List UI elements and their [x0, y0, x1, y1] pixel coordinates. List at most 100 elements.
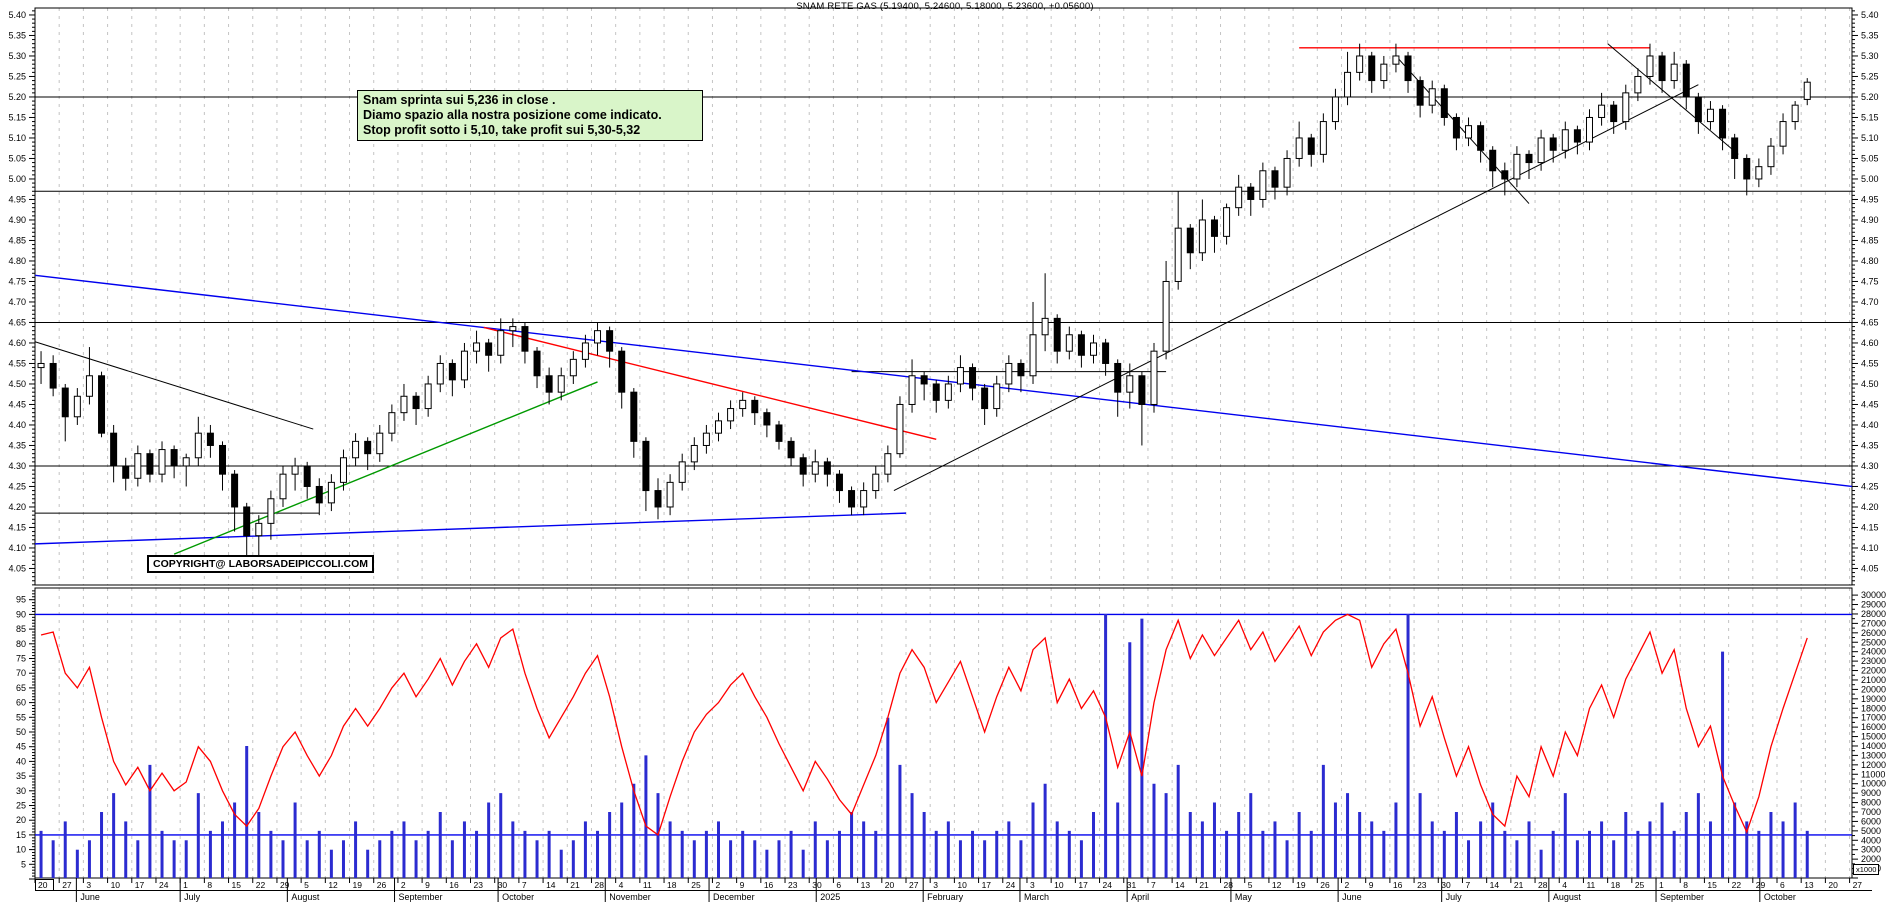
svg-text:2025: 2025: [820, 892, 840, 902]
svg-text:30: 30: [812, 880, 822, 890]
svg-text:20: 20: [885, 880, 895, 890]
svg-text:7: 7: [1151, 880, 1156, 890]
svg-text:30: 30: [498, 880, 508, 890]
svg-text:7000: 7000: [1861, 807, 1881, 817]
svg-text:4.80: 4.80: [1861, 256, 1879, 266]
svg-text:5.05: 5.05: [8, 153, 26, 163]
svg-text:14: 14: [546, 880, 556, 890]
svg-text:26: 26: [377, 880, 387, 890]
svg-text:30: 30: [16, 786, 26, 796]
svg-text:10: 10: [111, 880, 121, 890]
svg-text:28: 28: [594, 880, 604, 890]
svg-text:4.70: 4.70: [1861, 297, 1879, 307]
svg-text:1: 1: [1659, 880, 1664, 890]
svg-text:20: 20: [16, 815, 26, 825]
svg-text:23: 23: [788, 880, 798, 890]
svg-text:21: 21: [570, 880, 580, 890]
svg-text:4.50: 4.50: [8, 379, 26, 389]
svg-text:15: 15: [232, 880, 242, 890]
svg-text:27: 27: [909, 880, 919, 890]
svg-text:3: 3: [933, 880, 938, 890]
svg-text:4.45: 4.45: [1861, 399, 1879, 409]
svg-text:29: 29: [1756, 880, 1766, 890]
svg-text:4.05: 4.05: [1861, 563, 1879, 573]
svg-text:5.40: 5.40: [8, 10, 26, 20]
svg-text:29: 29: [280, 880, 290, 890]
svg-text:5: 5: [304, 880, 309, 890]
svg-text:13: 13: [861, 880, 871, 890]
svg-text:20: 20: [1828, 880, 1838, 890]
svg-text:10: 10: [1054, 880, 1064, 890]
svg-text:5.40: 5.40: [1861, 10, 1879, 20]
svg-text:11: 11: [1586, 880, 1595, 890]
svg-text:4.75: 4.75: [8, 276, 26, 286]
chart-title: SNAM RETE GAS (5.19400, 5.24600, 5.18000…: [796, 1, 1094, 12]
svg-text:15: 15: [1707, 880, 1717, 890]
svg-text:16: 16: [764, 880, 774, 890]
svg-text:4.65: 4.65: [1861, 317, 1879, 327]
svg-text:2: 2: [1344, 880, 1349, 890]
svg-text:28000: 28000: [1861, 609, 1886, 619]
oscillator-axis: 5 10 15 20 25 30 35 40 45 50 55 60 65 70 75 80 85 90 95: [16, 590, 35, 880]
svg-text:85: 85: [16, 624, 26, 634]
volume-layer: [39, 613, 1809, 878]
svg-text:9: 9: [740, 880, 745, 890]
svg-text:35: 35: [16, 771, 26, 781]
svg-text:4: 4: [619, 880, 624, 890]
svg-text:3000: 3000: [1861, 845, 1881, 855]
candles-layer: [37, 43, 1811, 561]
svg-text:3: 3: [1030, 880, 1035, 890]
svg-text:45: 45: [16, 742, 26, 752]
svg-text:7: 7: [522, 880, 527, 890]
svg-text:May: May: [1235, 892, 1253, 902]
svg-text:23: 23: [1417, 880, 1427, 890]
svg-text:60: 60: [16, 698, 26, 708]
svg-text:4.35: 4.35: [8, 440, 26, 450]
svg-text:5.10: 5.10: [8, 133, 26, 143]
svg-text:1: 1: [183, 880, 188, 890]
svg-text:10: 10: [16, 845, 26, 855]
svg-text:5.30: 5.30: [8, 51, 26, 61]
svg-text:June: June: [80, 892, 100, 902]
svg-text:27000: 27000: [1861, 618, 1886, 628]
svg-text:4.20: 4.20: [8, 502, 26, 512]
svg-text:9: 9: [1369, 880, 1374, 890]
svg-text:July: July: [184, 892, 201, 902]
svg-text:14: 14: [1175, 880, 1185, 890]
svg-text:55: 55: [16, 712, 26, 722]
svg-text:8000: 8000: [1861, 798, 1881, 808]
svg-text:June: June: [1342, 892, 1362, 902]
svg-text:19000: 19000: [1861, 694, 1886, 704]
svg-text:4.60: 4.60: [1861, 338, 1879, 348]
svg-text:March: March: [1024, 892, 1049, 902]
month-band: June July August September October November De…: [75, 878, 1796, 902]
svg-text:2: 2: [715, 880, 720, 890]
svg-text:15000: 15000: [1861, 732, 1886, 742]
svg-text:September: September: [399, 892, 443, 902]
svg-text:2: 2: [401, 880, 406, 890]
svg-text:5.20: 5.20: [8, 92, 26, 102]
svg-text:4.60: 4.60: [8, 338, 26, 348]
svg-text:18: 18: [1611, 880, 1621, 890]
svg-text:12: 12: [1272, 880, 1282, 890]
svg-text:5.10: 5.10: [1861, 133, 1879, 143]
svg-text:5.00: 5.00: [8, 174, 26, 184]
svg-text:September: September: [1660, 892, 1704, 902]
svg-text:4.85: 4.85: [1861, 235, 1879, 245]
volume-unit-label: x1000: [1853, 864, 1880, 875]
svg-text:August: August: [291, 892, 320, 902]
svg-text:25: 25: [691, 880, 701, 890]
price-axis: 4.05 4.05 4.10 4.10 4.15 4.15 4.20 4.20 4.25 4.25…: [8, 10, 1879, 586]
svg-text:October: October: [1764, 892, 1796, 902]
svg-text:7: 7: [1465, 880, 1470, 890]
svg-text:4.90: 4.90: [1861, 215, 1879, 225]
svg-text:4.30: 4.30: [1861, 461, 1879, 471]
svg-text:21: 21: [1199, 880, 1209, 890]
svg-text:February: February: [927, 892, 964, 902]
svg-text:4.25: 4.25: [8, 481, 26, 491]
svg-text:25000: 25000: [1861, 637, 1886, 647]
svg-text:29000: 29000: [1861, 600, 1886, 610]
svg-text:4.95: 4.95: [8, 194, 26, 204]
svg-text:3: 3: [86, 880, 91, 890]
